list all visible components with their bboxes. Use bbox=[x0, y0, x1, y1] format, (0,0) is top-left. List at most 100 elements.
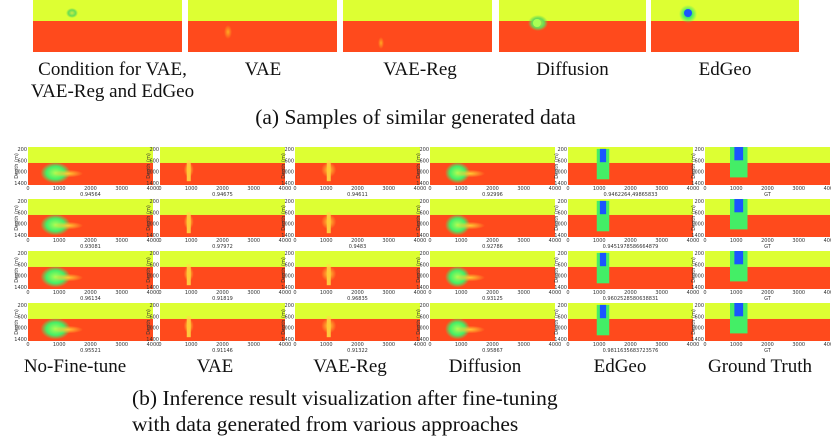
y-tick-label: 600 bbox=[694, 314, 704, 320]
score-label: 0.92996 bbox=[482, 192, 503, 198]
x-tick-label: 0 bbox=[566, 342, 569, 348]
upper-layer bbox=[430, 199, 555, 215]
y-tick-label: 1000 bbox=[554, 170, 567, 176]
y-tick-label: 600 bbox=[557, 210, 567, 216]
x-tick-label: 1000 bbox=[185, 342, 198, 348]
sample-diffusion-image bbox=[499, 0, 646, 52]
x-tick-label: 3000 bbox=[382, 290, 395, 296]
lower-layer bbox=[295, 214, 420, 237]
x-tick-label: 2000 bbox=[486, 238, 499, 244]
x-tick-label: 3000 bbox=[655, 186, 668, 192]
y-tick-label: 1400 bbox=[554, 337, 567, 343]
x-tick-label: 2000 bbox=[351, 186, 364, 192]
y-axis-label: Depth (m) bbox=[146, 257, 152, 283]
x-tick-label: 2000 bbox=[624, 342, 637, 348]
y-tick-label: 600 bbox=[694, 210, 704, 216]
x-tick-label: 0 bbox=[428, 186, 431, 192]
x-tick-label: 0 bbox=[703, 238, 706, 244]
lower-layer bbox=[568, 318, 693, 341]
y-tick-label: 200 bbox=[284, 303, 294, 309]
lower-layer bbox=[295, 318, 420, 341]
x-tick-label: 4000 bbox=[279, 186, 292, 192]
column-label-edgeo: EdGeo bbox=[593, 356, 647, 377]
anomaly-blob bbox=[183, 214, 194, 230]
x-tick-label: 2000 bbox=[486, 342, 499, 348]
y-tick-label: 1000 bbox=[691, 170, 704, 176]
x-tick-label: 2000 bbox=[84, 238, 97, 244]
x-tick-label: 4000 bbox=[824, 238, 831, 244]
score-label: 0.9451978586664879 bbox=[603, 244, 659, 250]
y-tick-label: 1000 bbox=[416, 274, 429, 280]
lower-layer bbox=[295, 266, 420, 289]
score-label: GT bbox=[764, 296, 772, 302]
x-tick-label: 1000 bbox=[593, 342, 606, 348]
upper-layer bbox=[28, 303, 153, 319]
y-tick-label: 1000 bbox=[14, 274, 27, 280]
y-tick-label: 600 bbox=[149, 210, 159, 216]
upper-layer bbox=[705, 147, 830, 163]
lower-layer bbox=[160, 266, 285, 289]
x-tick-label: 2000 bbox=[84, 342, 97, 348]
lower-layer bbox=[705, 214, 830, 237]
x-tick-label: 4000 bbox=[549, 186, 562, 192]
y-tick-label: 600 bbox=[284, 314, 294, 320]
score-label: 0.92786 bbox=[482, 244, 503, 250]
y-tick-label: 1000 bbox=[281, 326, 294, 332]
score-label: 0.95521 bbox=[80, 348, 101, 354]
x-tick-label: 1000 bbox=[320, 238, 333, 244]
y-tick-label: 1000 bbox=[691, 274, 704, 280]
x-tick-label: 0 bbox=[703, 342, 706, 348]
upper-layer bbox=[295, 251, 420, 267]
x-tick-label: 4000 bbox=[824, 290, 831, 296]
anomaly-tail bbox=[455, 325, 485, 334]
score-label: 0.91819 bbox=[212, 296, 233, 302]
upper-layer bbox=[430, 251, 555, 267]
x-tick-label: 0 bbox=[566, 238, 569, 244]
x-tick-label: 1000 bbox=[53, 238, 66, 244]
x-tick-label: 4000 bbox=[147, 290, 160, 296]
score-label: 0.9602528580638831 bbox=[603, 296, 659, 302]
y-tick-label: 1000 bbox=[554, 222, 567, 228]
column-label-vae-reg: VAE-Reg bbox=[313, 356, 387, 377]
y-tick-label: 1400 bbox=[554, 285, 567, 291]
y-axis-label: Depth (m) bbox=[416, 257, 422, 283]
y-tick-label: 1000 bbox=[416, 170, 429, 176]
upper-layer bbox=[295, 303, 420, 319]
sample-vae-reg-image bbox=[343, 0, 492, 52]
x-tick-label: 2000 bbox=[761, 238, 774, 244]
y-axis-label: Depth (m) bbox=[281, 257, 287, 283]
upper-layer bbox=[160, 251, 285, 267]
y-tick-label: 1400 bbox=[554, 233, 567, 239]
y-tick-label: 200 bbox=[284, 199, 294, 205]
column-label-vae: VAE bbox=[196, 356, 234, 377]
x-tick-label: 0 bbox=[293, 342, 296, 348]
y-axis-label: Depth (m) bbox=[691, 153, 697, 179]
y-tick-label: 1000 bbox=[146, 170, 159, 176]
y-tick-label: 1400 bbox=[416, 285, 429, 291]
y-tick-label: 200 bbox=[694, 147, 704, 153]
lower-layer bbox=[160, 162, 285, 185]
y-tick-label: 1400 bbox=[146, 285, 159, 291]
x-tick-label: 0 bbox=[293, 290, 296, 296]
y-axis-label: Depth (m) bbox=[554, 153, 560, 179]
y-tick-label: 1400 bbox=[14, 337, 27, 343]
x-tick-label: 1000 bbox=[53, 342, 66, 348]
y-tick-label: 200 bbox=[419, 199, 429, 205]
y-tick-label: 200 bbox=[149, 199, 159, 205]
x-tick-label: 2000 bbox=[351, 290, 364, 296]
y-axis-label: Depth (m) bbox=[281, 205, 287, 231]
x-tick-label: 0 bbox=[566, 186, 569, 192]
y-tick-label: 600 bbox=[284, 210, 294, 216]
y-axis-label: Depth (m) bbox=[554, 309, 560, 335]
y-axis-label: Depth (m) bbox=[416, 309, 422, 335]
anomaly-core bbox=[734, 147, 744, 161]
y-axis-label: Depth (m) bbox=[146, 153, 152, 179]
y-tick-label: 600 bbox=[149, 262, 159, 268]
column-label-no-fine-tune: No-Fine-tune bbox=[23, 356, 127, 377]
x-tick-label: 4000 bbox=[147, 342, 160, 348]
